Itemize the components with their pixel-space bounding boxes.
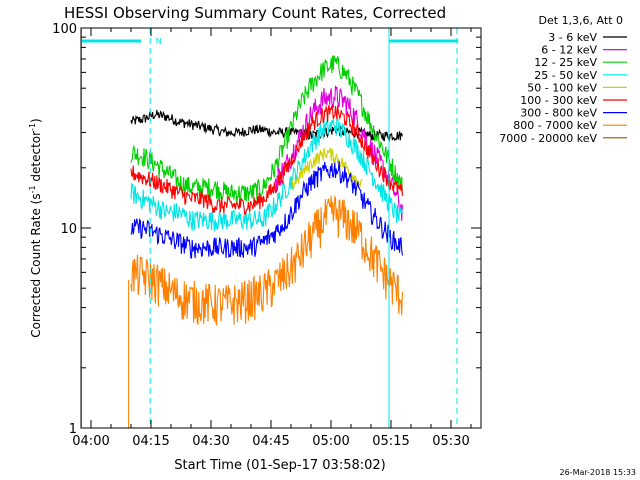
y-tick-label: 1 bbox=[69, 422, 77, 437]
legend-label: 3 - 6 keV bbox=[548, 31, 597, 44]
x-axis-label: Start Time (01-Sep-17 03:58:02) bbox=[174, 458, 385, 473]
series-line bbox=[130, 117, 403, 231]
y-axis-label-sup2: -1 bbox=[28, 123, 37, 131]
legend-label: 100 - 300 keV bbox=[520, 94, 597, 107]
x-tick-label: 05:30 bbox=[432, 434, 469, 449]
timestamp: 26-Mar-2018 15:33 bbox=[560, 468, 637, 477]
series-line bbox=[274, 85, 403, 221]
y-axis-label-sup1: -1 bbox=[28, 185, 37, 193]
series-line bbox=[130, 55, 403, 204]
chart-title: HESSI Observing Summary Count Rates, Cor… bbox=[64, 4, 446, 22]
y-axis-label: Corrected Count Rate (s-1 detector-1) bbox=[28, 118, 43, 337]
legend-label: 300 - 800 keV bbox=[520, 107, 597, 120]
legend-label: 12 - 25 keV bbox=[534, 56, 597, 69]
x-tick-label: 04:45 bbox=[252, 434, 289, 449]
y-tick-label: 10 bbox=[60, 222, 77, 237]
x-tick-label: 04:00 bbox=[72, 434, 109, 449]
legend-title: Det 1,3,6, Att 0 bbox=[539, 14, 623, 27]
legend-label: 50 - 100 keV bbox=[527, 81, 597, 94]
series-line bbox=[130, 109, 403, 142]
series-layer bbox=[128, 55, 403, 428]
legend-label: 800 - 7000 keV bbox=[513, 119, 597, 132]
series-line bbox=[130, 104, 403, 216]
y-axis-label-end: ) bbox=[29, 118, 43, 123]
x-tick-label: 04:30 bbox=[192, 434, 229, 449]
x-tick-label: 05:00 bbox=[312, 434, 349, 449]
flag-label: N bbox=[156, 37, 162, 46]
legend-label: 25 - 50 keV bbox=[534, 69, 597, 82]
y-axis-label-main: Corrected Count Rate (s bbox=[29, 193, 43, 337]
axes-layer: 04:00 04:15 04:30 04:45 05:00 05:15 05:30 1 10 10… bbox=[52, 22, 482, 449]
y-axis-label-mid: detector bbox=[29, 131, 43, 186]
x-tick-label: 04:15 bbox=[132, 434, 169, 449]
legend-label: 7000 - 20000 keV bbox=[499, 132, 597, 145]
legend-label: 6 - 12 keV bbox=[541, 44, 597, 57]
x-tick-label: 05:15 bbox=[372, 434, 409, 449]
series-line bbox=[130, 195, 403, 327]
y-tick-label: 100 bbox=[52, 22, 77, 37]
series-line bbox=[130, 161, 403, 259]
